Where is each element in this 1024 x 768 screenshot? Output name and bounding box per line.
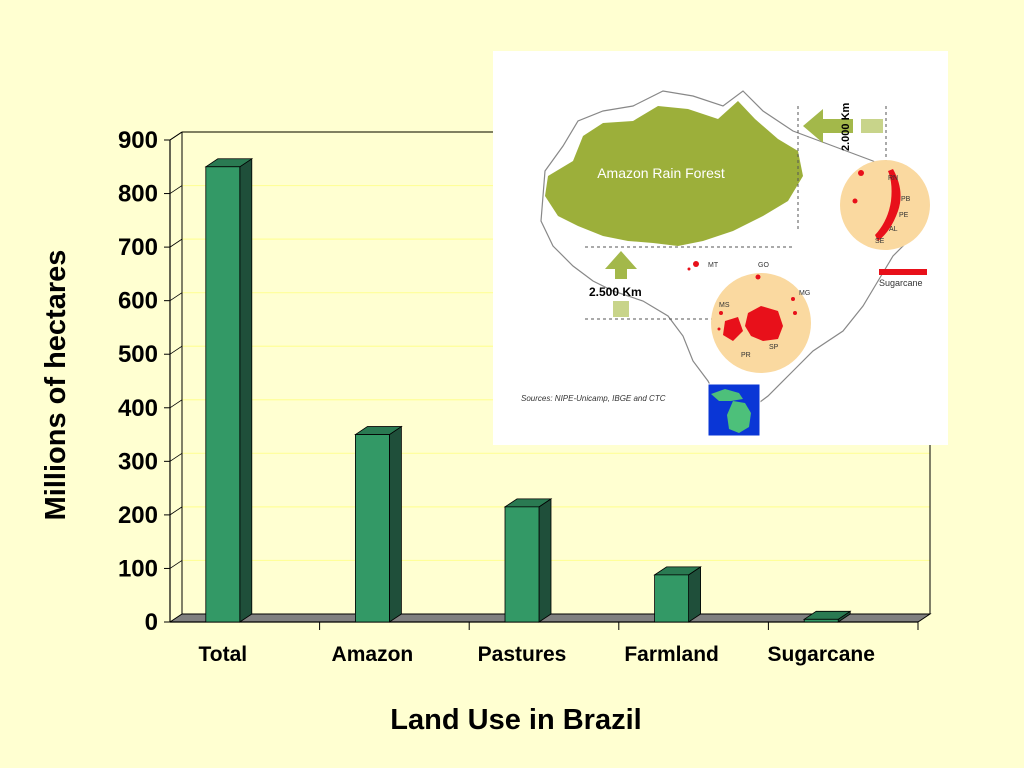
- bar-front: [504, 506, 540, 623]
- y-tick-labels: 0 100 200 300 400 500 600 700 800 900: [118, 127, 158, 636]
- sugarcane-dot: [693, 261, 699, 267]
- bar-front: [654, 574, 689, 623]
- sugarcane-legend-label: Sugarcane: [879, 278, 923, 288]
- gridline-wall-segment: [169, 453, 183, 462]
- bar-front: [803, 618, 839, 623]
- michigan-upper-peninsula: [711, 389, 743, 401]
- state-label-ms: MS: [719, 302, 730, 309]
- state-label-sp: SP: [769, 344, 779, 351]
- x-axis-title: Land Use in Brazil: [390, 704, 641, 736]
- sugarcane-dot: [852, 198, 858, 204]
- y-tick-label: 0: [145, 609, 158, 636]
- x-category-label: Amazon: [332, 643, 414, 666]
- bar-front: [354, 434, 390, 623]
- bar-front: [205, 166, 241, 623]
- gridline-wall-segment: [169, 131, 183, 141]
- x-category-label: Total: [198, 643, 247, 666]
- state-label-mg: MG: [799, 290, 810, 297]
- gridline-wall-segment: [169, 345, 183, 355]
- gridline-wall-segment: [169, 238, 183, 248]
- distance-top-label: 2.000 Km: [840, 102, 852, 151]
- south-central-sugarcane-area-2: [723, 317, 743, 341]
- bar-farmland: [653, 566, 702, 623]
- x-category-label: Pastures: [478, 643, 567, 666]
- bar-pastures: [503, 498, 553, 623]
- distance-left-label: 2.500 Km: [589, 285, 642, 299]
- amazon-forest-region: [545, 101, 803, 246]
- gridline-wall-segment: [169, 506, 183, 516]
- state-label-rn: RN: [888, 175, 898, 182]
- sugarcane-dot: [687, 267, 691, 271]
- state-label-al: AL: [889, 226, 898, 233]
- sugarcane-dot: [755, 274, 761, 280]
- gridline-wall-segment: [169, 399, 183, 409]
- state-label-se: SE: [875, 238, 885, 245]
- brazil-sugarcane-map: Amazon Rain Forest 2.000 Km 2.500 Km RN …: [493, 51, 948, 445]
- bar-sugarcane: [802, 610, 852, 623]
- x-category-label: Sugarcane: [768, 643, 875, 666]
- bar-side: [239, 158, 253, 623]
- state-label-pr: PR: [741, 352, 751, 359]
- y-tick-label: 400: [118, 395, 158, 422]
- y-tick-label: 900: [118, 127, 158, 154]
- sugarcane-dot: [791, 297, 795, 301]
- y-tick-label: 200: [118, 502, 158, 529]
- state-label-mt: MT: [708, 262, 719, 269]
- state-label-go: GO: [758, 262, 769, 269]
- northeast-sugarcane-area: [875, 169, 901, 241]
- y-axis-title: Millions of hectares: [40, 250, 72, 521]
- arrow-up-icon: [605, 251, 637, 317]
- bars: [204, 158, 852, 623]
- bar-side: [388, 425, 402, 623]
- bar-side: [538, 498, 552, 623]
- amazon-label: Amazon Rain Forest: [597, 165, 725, 181]
- y-tick-label: 700: [118, 234, 158, 261]
- y-tick-label: 600: [118, 288, 158, 315]
- x-category-labels: Total Amazon Pastures Farmland Sugarcane: [198, 643, 874, 666]
- map-sources: Sources: NIPE-Unicamp, IBGE and CTC: [521, 394, 666, 403]
- state-label-pe: PE: [899, 212, 909, 219]
- bar-total: [204, 158, 254, 623]
- south-central-sugarcane-area: [745, 306, 783, 341]
- bar-side: [688, 566, 701, 623]
- gridline-wall-segment: [169, 292, 183, 301]
- sugarcane-legend-swatch: [879, 269, 927, 275]
- arrow-left-icon: [803, 109, 883, 143]
- y-tick-label: 100: [118, 555, 158, 582]
- sugarcane-dot: [719, 311, 723, 315]
- michigan-lower-peninsula: [727, 401, 751, 433]
- y-tick-label: 500: [118, 341, 158, 368]
- sugarcane-dot: [858, 170, 864, 176]
- y-tick-label: 800: [118, 181, 158, 208]
- gridline-wall-segment: [169, 560, 183, 569]
- sugarcane-dot: [793, 311, 797, 315]
- state-label-pb: PB: [901, 196, 911, 203]
- gridline-wall-segment: [169, 185, 183, 194]
- y-tick-label: 300: [118, 448, 158, 475]
- x-category-label: Farmland: [624, 643, 719, 666]
- sugarcane-dot: [717, 327, 721, 331]
- bar-amazon: [354, 425, 403, 623]
- northeast-sugarcane-circle: [840, 160, 930, 250]
